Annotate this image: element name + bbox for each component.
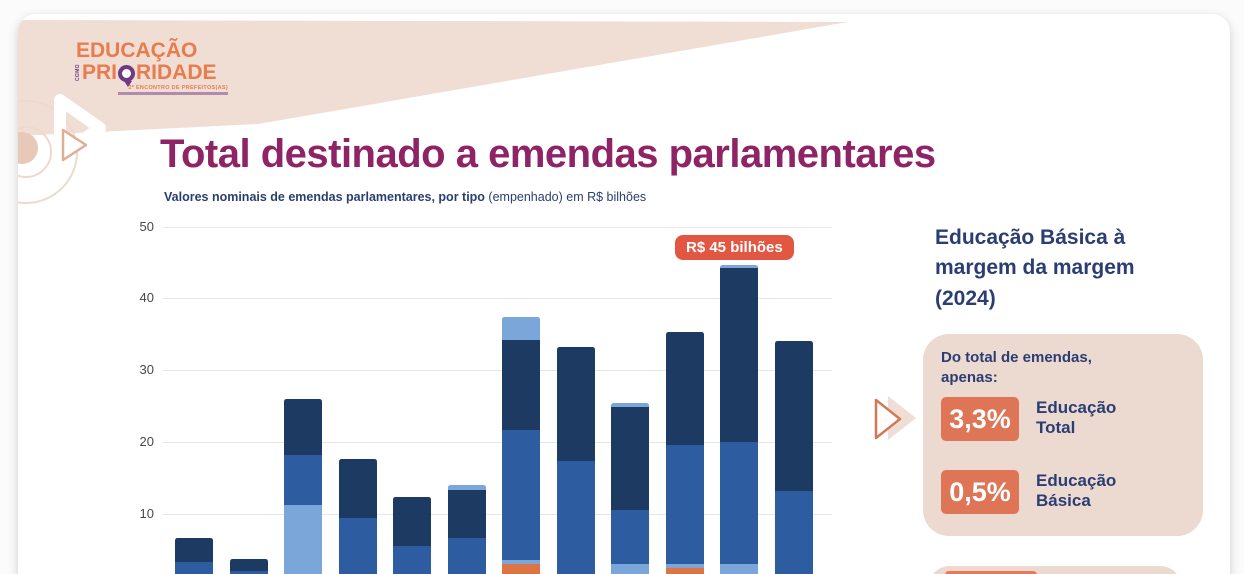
logo-word-educacao: EDUCAÇÃO xyxy=(76,39,198,62)
bar-1 xyxy=(175,538,213,574)
y-axis-tick: 40 xyxy=(139,290,154,306)
logo-ridade: RIDADE xyxy=(136,61,217,84)
bar-segment-navy xyxy=(720,268,758,442)
bar-2 xyxy=(229,558,268,574)
bar-segment-light xyxy=(611,563,649,574)
bar-segment-blue xyxy=(502,429,540,560)
bar-12 xyxy=(774,340,813,574)
slide-card: EDUCAÇÃO COMO PRI RIDADE 2º ENCONTRO DE … xyxy=(18,14,1230,574)
bar-8 xyxy=(556,347,595,574)
stats-card: Do total de emendas, apenas: 3,3% Educaç… xyxy=(923,334,1203,536)
bar-segment-blue xyxy=(447,538,486,574)
bar-segment-navy xyxy=(393,497,431,546)
bar-segment-navy xyxy=(665,332,704,445)
bar-segment-navy xyxy=(229,558,268,572)
location-pin-icon xyxy=(118,65,136,87)
value-annotation-badge: R$ 45 bilhões xyxy=(675,235,794,260)
bar-segment-light xyxy=(502,316,540,340)
bar-segment-light xyxy=(284,505,322,574)
bar-segment-navy xyxy=(447,490,486,539)
stats-intro: Do total de emendas, apenas: xyxy=(941,349,1092,386)
chart-subtitle-bold: Valores nominais de emendas parlamentare… xyxy=(164,190,485,204)
bar-segment-navy xyxy=(338,459,377,518)
stat-value-educacao-basica: 0,5% xyxy=(941,470,1019,514)
bar-segment-blue xyxy=(229,571,268,574)
bar-9 xyxy=(611,403,649,574)
logo-tagline-secondary xyxy=(118,92,228,95)
bar-segment-light xyxy=(502,559,540,564)
bar-6 xyxy=(447,485,486,574)
bar-segment-light xyxy=(720,264,758,269)
logo-tagline: 2º ENCONTRO DE PREFEITOS(AS) xyxy=(128,85,228,91)
gridline xyxy=(163,441,832,443)
bar-segment-blue xyxy=(665,444,704,564)
panel-title: Educação Básica à margem da margem (2024… xyxy=(935,226,1135,310)
educacao-prioridade-logo: EDUCAÇÃO COMO PRI RIDADE 2º ENCONTRO DE … xyxy=(75,39,228,95)
bar-segment-orange xyxy=(665,568,704,574)
bar-segment-blue xyxy=(393,546,431,574)
bar-5 xyxy=(393,497,431,574)
bar-segment-navy xyxy=(611,407,649,511)
bar-segment-light xyxy=(611,403,649,408)
bar-11 xyxy=(720,264,758,574)
bar-10 xyxy=(665,332,704,574)
stats-card-partial xyxy=(928,566,1182,574)
chart-subtitle-regular: (empenhado) em R$ bilhões xyxy=(484,190,647,204)
y-axis-tick: 10 xyxy=(139,505,154,521)
bar-3 xyxy=(284,398,322,574)
chart: R$ 45 bilhões 10 20 30 40 50 xyxy=(18,14,918,574)
bar-segment-blue xyxy=(175,561,213,574)
stat-label-educacao-basica: Educação Básica xyxy=(1036,471,1117,511)
y-axis-tick: 30 xyxy=(139,362,154,378)
logo-word-prioridade: COMO PRI RIDADE xyxy=(75,61,228,87)
y-axis-tick: 20 xyxy=(139,433,154,449)
bar-segment-orange xyxy=(502,563,540,574)
bar-segment-navy xyxy=(556,347,595,461)
bar-segment-navy xyxy=(502,339,540,430)
stat-value-educacao-total: 3,3% xyxy=(941,397,1019,441)
stat-label-educacao-total: Educação Total xyxy=(1036,398,1117,438)
gridline xyxy=(163,513,832,515)
bar-segment-light xyxy=(447,485,486,491)
bar-segment-light xyxy=(720,563,758,574)
gridline xyxy=(163,370,832,372)
chevron-right-accent-icon xyxy=(874,396,916,440)
bar-4 xyxy=(338,459,377,574)
bar-segment-blue xyxy=(774,490,813,574)
page-title: Total destinado a emendas parlamentares xyxy=(160,132,936,176)
gridline xyxy=(163,298,832,300)
deco-dot xyxy=(18,132,38,164)
bar-segment-navy xyxy=(774,340,813,491)
bar-segment-navy xyxy=(284,398,322,455)
bar-segment-navy xyxy=(175,538,213,562)
bar-segment-blue xyxy=(720,441,758,564)
y-axis-tick: 50 xyxy=(139,218,154,234)
bar-segment-blue xyxy=(556,460,595,574)
gridline xyxy=(163,226,832,228)
bar-7 xyxy=(502,316,540,574)
triangle-outline-icon xyxy=(61,128,88,162)
chart-subtitle: Valores nominais de emendas parlamentare… xyxy=(164,190,646,204)
bar-segment-blue xyxy=(284,454,322,506)
bar-segment-light xyxy=(665,563,704,569)
bar-segment-blue xyxy=(338,518,377,574)
stat-value-partial xyxy=(945,571,1037,574)
bar-segment-blue xyxy=(611,510,649,564)
logo-pri: PRI xyxy=(82,61,118,84)
